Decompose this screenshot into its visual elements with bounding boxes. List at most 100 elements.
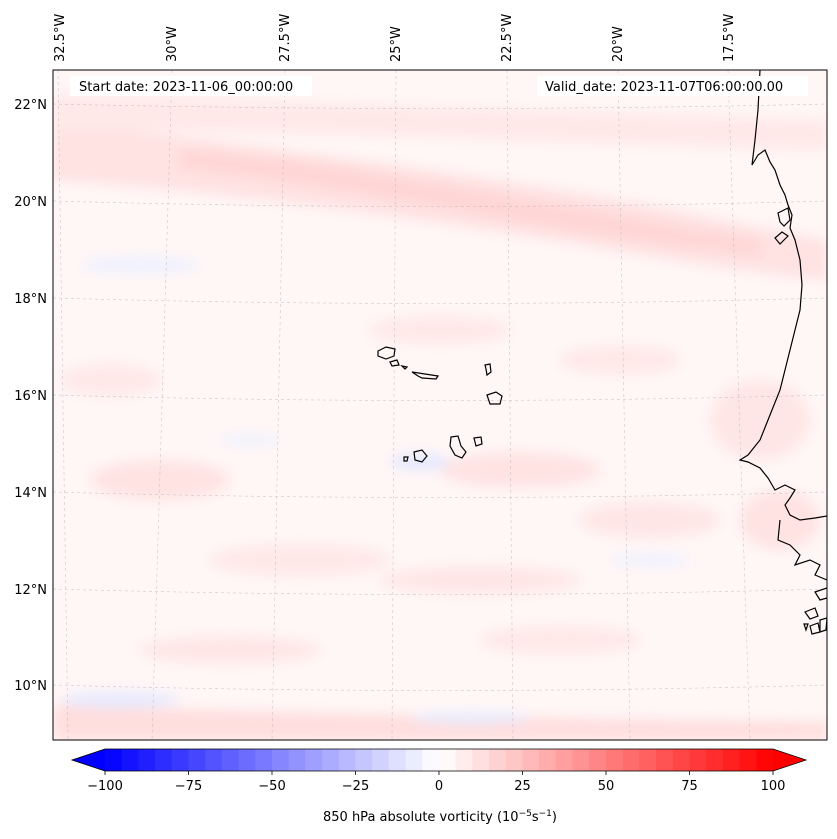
vorticity-patch — [560, 346, 680, 374]
colorbar-cell — [472, 749, 490, 771]
parallel — [53, 297, 827, 304]
colorbar-cell — [238, 749, 256, 771]
guinea-coast — [814, 587, 827, 601]
island-boa-vista — [486, 391, 503, 405]
colorbar-cell — [338, 749, 356, 771]
colorbar-cell — [606, 749, 624, 771]
coastline-inlet — [777, 207, 791, 227]
vorticity-patch — [710, 380, 810, 460]
colorbar-cell — [288, 749, 306, 771]
colorbar-label: 850 hPa absolute vorticity (10−5s−1) — [323, 809, 557, 825]
vorticity-band-north — [53, 95, 827, 150]
vorticity-patch — [580, 502, 720, 538]
graticule — [53, 70, 827, 740]
colorbar-tick-label: −25 — [342, 779, 369, 794]
negative-patch — [220, 434, 280, 446]
colorbar-cell — [405, 749, 423, 771]
island-sao-vicente — [389, 359, 400, 367]
start-date-box — [70, 76, 312, 96]
colorbar-cell — [689, 749, 707, 771]
valid-date-label: Valid_date: 2023-11-07T06:00:00.00 — [545, 80, 783, 95]
colorbar-cell — [589, 749, 607, 771]
parallel — [53, 491, 827, 498]
valid-date-box — [537, 76, 808, 96]
start-date-label: Start date: 2023-11-06_00:00:00 — [79, 80, 293, 95]
lon-label-20w: 20°W — [611, 26, 626, 62]
colorbar-cell — [171, 749, 189, 771]
colorbar-tick-label: 75 — [681, 779, 698, 794]
lon-label-27-5w: 27.5°W — [278, 14, 293, 62]
colorbar-tick-label: −50 — [258, 779, 285, 794]
colorbar-cell — [722, 749, 740, 771]
colorbar-cell — [388, 749, 406, 771]
colorbar-cell — [272, 749, 290, 771]
lat-label-22n: 22°N — [14, 98, 47, 113]
vorticity-field — [53, 70, 827, 740]
african-coastline — [738, 70, 827, 521]
parallel — [53, 103, 827, 109]
cape-verde-islands — [377, 346, 503, 463]
colorbar-extend-low — [72, 749, 105, 771]
vorticity-patch — [480, 626, 640, 654]
vorticity-patch — [380, 566, 580, 594]
colorbar-cell — [572, 749, 590, 771]
colorbar-tick-label: 50 — [598, 779, 615, 794]
vorticity-patch — [440, 452, 600, 488]
vorticity-patch — [210, 544, 390, 576]
lat-label-18n: 18°N — [14, 292, 47, 307]
colorbar-tick-label: 100 — [761, 779, 786, 794]
lon-label-17-5w: 17.5°W — [722, 14, 737, 62]
colorbar: −100 −75 −50 −25 0 25 50 75 100 850 hPa absolute… — [70, 748, 808, 825]
colorbar-cell — [639, 749, 657, 771]
lat-label-10n: 10°N — [14, 679, 47, 694]
lon-label-25w: 25°W — [389, 26, 404, 62]
colorbar-cell — [505, 749, 523, 771]
colorbar-cell — [622, 749, 640, 771]
island-fogo — [413, 449, 428, 463]
colorbar-cells — [105, 749, 774, 771]
negative-patch — [60, 692, 180, 708]
lon-label-30w: 30°W — [165, 26, 180, 62]
lon-label-22-5w: 22.5°W — [500, 14, 515, 62]
lat-label-16n: 16°N — [14, 389, 47, 404]
vorticity-patch — [370, 316, 510, 344]
vorticity-band-core — [180, 150, 760, 255]
island-maio — [473, 436, 483, 447]
meridian — [506, 70, 514, 740]
colorbar-cell — [656, 749, 674, 771]
lat-label-14n: 14°N — [14, 486, 47, 501]
colorbar-cell — [155, 749, 173, 771]
colorbar-tick-label: 0 — [435, 779, 443, 794]
negative-patch — [410, 712, 530, 724]
meridian — [151, 70, 173, 740]
map-panel: Start date: 2023-11-06_00:00:00 Valid_da… — [52, 69, 828, 741]
colorbar-cell — [739, 749, 757, 771]
negative-patch — [80, 257, 200, 273]
colorbar-tick-label: 25 — [514, 779, 531, 794]
latitude-labels: 22°N 20°N 18°N 16°N 14°N 12°N 10°N — [14, 98, 47, 694]
colorbar-cell — [105, 749, 123, 771]
lat-label-20n: 20°N — [14, 195, 47, 210]
colorbar-cell — [322, 749, 340, 771]
colorbar-cell — [255, 749, 273, 771]
island-santo-antao — [377, 346, 396, 360]
colorbar-cell — [372, 749, 390, 771]
island-sao-nicolau — [411, 371, 440, 380]
meridian — [271, 70, 286, 740]
colorbar-extend-high — [773, 749, 806, 771]
colorbar-cell — [205, 749, 223, 771]
meridian — [57, 70, 69, 740]
island-sal — [484, 363, 492, 377]
colorbar-cell — [188, 749, 206, 771]
island-santa-luzia — [400, 365, 409, 370]
colorbar-cell — [221, 749, 239, 771]
map-frame — [52, 69, 828, 741]
colorbar-cell — [539, 749, 557, 771]
island-brava — [403, 456, 409, 462]
meridian — [391, 70, 397, 740]
colorbar-cell — [455, 749, 473, 771]
lon-label-32-5w: 32.5°W — [53, 14, 68, 62]
colorbar-cell — [522, 749, 540, 771]
parallel — [53, 684, 827, 691]
